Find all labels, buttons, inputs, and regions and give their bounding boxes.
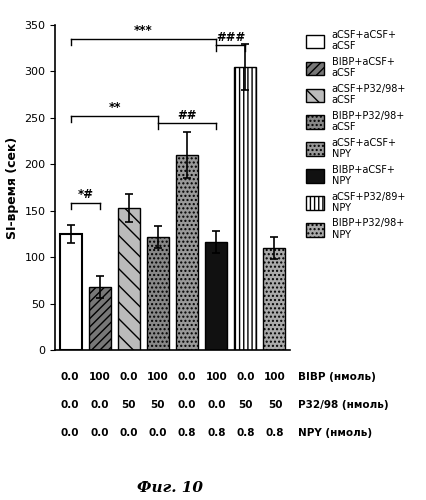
Text: Фиг. 10: Фиг. 10 (138, 481, 203, 495)
Text: 50: 50 (151, 400, 165, 410)
Text: *#: *# (78, 188, 94, 202)
Text: 100: 100 (147, 372, 169, 382)
Bar (60, 234, 82, 350)
Text: 0.0: 0.0 (178, 400, 196, 410)
Text: 0.0: 0.0 (61, 428, 79, 438)
Bar (234, 67, 256, 350)
Bar (147, 236, 169, 350)
Text: 100: 100 (89, 372, 110, 382)
Text: 0.0: 0.0 (119, 428, 138, 438)
Bar (263, 248, 285, 350)
Text: 0.8: 0.8 (236, 428, 255, 438)
Legend: aCSF+aCSF+
aCSF, BIBP+aCSF+
aCSF, aCSF+P32/98+
aCSF, BIBP+P32/98+
aCSF, aCSF+aCS: aCSF+aCSF+ aCSF, BIBP+aCSF+ aCSF, aCSF+P… (306, 30, 406, 240)
Text: 0.0: 0.0 (236, 372, 255, 382)
Text: 100: 100 (206, 372, 227, 382)
Text: 0.0: 0.0 (90, 428, 109, 438)
Text: BIBP (нмоль): BIBP (нмоль) (298, 372, 376, 382)
Bar (89, 287, 111, 350)
Text: 0.8: 0.8 (178, 428, 196, 438)
Text: 0.0: 0.0 (119, 372, 138, 382)
Text: 50: 50 (268, 400, 282, 410)
Text: **: ** (109, 101, 121, 114)
Text: 0.8: 0.8 (207, 428, 226, 438)
Text: 0.0: 0.0 (90, 400, 109, 410)
Text: NPY (нмоль): NPY (нмоль) (298, 428, 372, 438)
Text: 50: 50 (121, 400, 136, 410)
Bar (118, 208, 140, 350)
Text: 0.8: 0.8 (266, 428, 284, 438)
Text: 0.0: 0.0 (149, 428, 167, 438)
Bar (205, 242, 227, 350)
Text: 0.0: 0.0 (61, 400, 79, 410)
Text: 50: 50 (239, 400, 253, 410)
Text: ##: ## (177, 108, 197, 122)
Text: P32/98 (нмоль): P32/98 (нмоль) (298, 400, 389, 410)
Bar (176, 155, 198, 350)
Text: 100: 100 (264, 372, 286, 382)
Y-axis label: SI-время (сек): SI-время (сек) (6, 136, 19, 238)
Text: ###: ### (216, 30, 245, 44)
Text: 0.0: 0.0 (207, 400, 226, 410)
Text: 0.0: 0.0 (178, 372, 196, 382)
Text: ***: *** (134, 24, 153, 37)
Text: 0.0: 0.0 (61, 372, 79, 382)
